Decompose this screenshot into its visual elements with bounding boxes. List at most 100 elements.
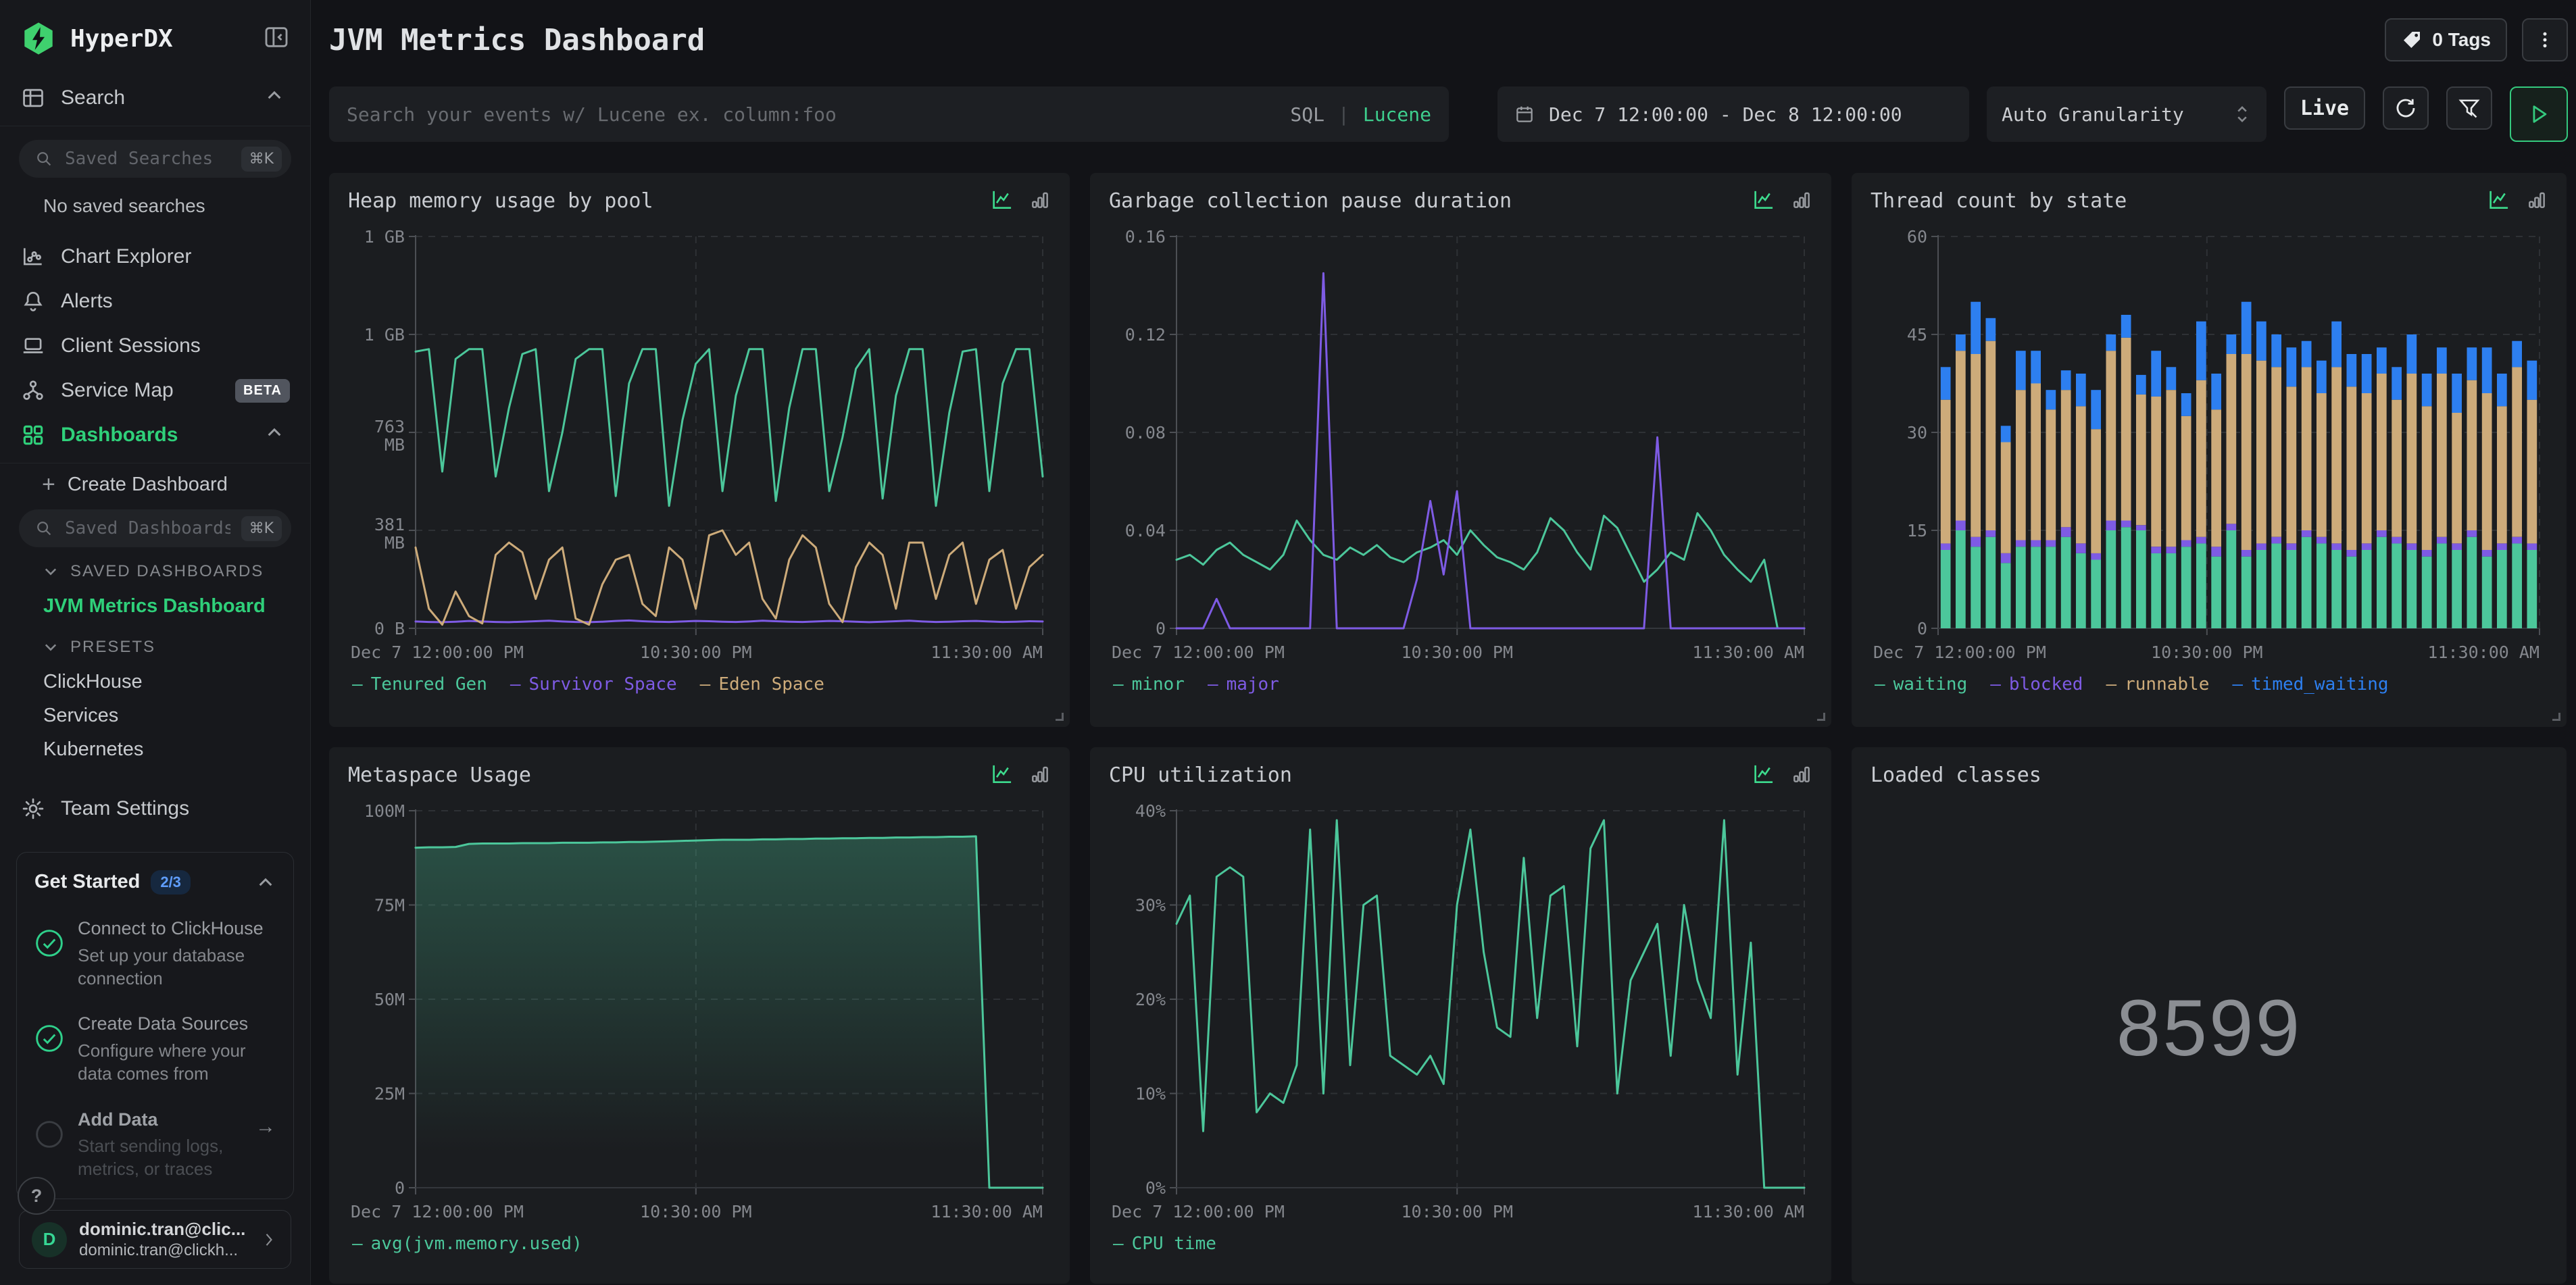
- line-chart-toggle-icon[interactable]: [2487, 189, 2511, 211]
- svg-text:1 GB: 1 GB: [364, 325, 405, 345]
- filter-button[interactable]: [2446, 86, 2492, 130]
- user-menu[interactable]: D dominic.tran@clic... dominic.tran@clic…: [19, 1210, 291, 1269]
- metaspace-chart[interactable]: 100M 75M 50M 25M 0 Dec 7 12:00:00 PM 10:30:00 …: [348, 799, 1051, 1231]
- granularity-select[interactable]: Auto Granularity: [1987, 86, 2267, 142]
- legend-item-major[interactable]: — major: [1207, 674, 1279, 695]
- get-started-item-desc: Set up your database connection: [78, 944, 245, 988]
- chevron-down-icon: [45, 644, 57, 651]
- progress-badge: 2/3: [151, 870, 191, 895]
- sidebar-item-jvm-metrics-dashboard[interactable]: JVM Metrics Dashboard: [43, 595, 266, 617]
- legend-item-blocked[interactable]: — blocked: [1990, 674, 2083, 695]
- saved-dashboards-searchbox[interactable]: ⌘K: [19, 509, 291, 547]
- gc-pause-chart[interactable]: 0.16 0.12 0.08 0.04 0 Dec 7 12:00:00 PM 10:30:…: [1109, 224, 1812, 672]
- help-button[interactable]: ?: [18, 1177, 55, 1215]
- panel-resize-handle[interactable]: [1056, 713, 1064, 721]
- saved-searches-input[interactable]: [65, 149, 230, 169]
- sidebar-item-services[interactable]: Services: [43, 704, 119, 726]
- sidebar-item-alerts[interactable]: Alerts: [0, 279, 310, 324]
- line-chart-toggle-icon[interactable]: [1752, 763, 1776, 785]
- shortcut-badge: ⌘K: [241, 146, 282, 172]
- legend-item-survivor-space[interactable]: — Survivor Space: [510, 674, 677, 695]
- svg-text:75M: 75M: [374, 896, 405, 915]
- panel-resize-handle[interactable]: [1817, 713, 1825, 721]
- line-chart-toggle-icon[interactable]: [990, 189, 1014, 211]
- laptop-icon: [20, 333, 46, 359]
- tag-icon: [2404, 32, 2421, 48]
- event-search-input[interactable]: [347, 103, 1277, 126]
- svg-text:0: 0: [1156, 619, 1166, 638]
- refresh-button[interactable]: [2383, 86, 2429, 130]
- svg-text:30: 30: [1907, 423, 1927, 443]
- presets-header[interactable]: PRESETS: [0, 630, 310, 665]
- sidebar-item-label: Team Settings: [61, 797, 190, 820]
- sidebar-item-search[interactable]: Search: [0, 76, 310, 120]
- panel-gc-pause-duration: Garbage collection pause duration 0.16 0.…: [1090, 173, 1831, 727]
- empty-circle-icon: [36, 1120, 63, 1148]
- sql-mode-toggle[interactable]: SQL: [1290, 103, 1324, 126]
- svg-text:11:30:00 AM: 11:30:00 AM: [2427, 642, 2540, 662]
- tags-button[interactable]: 0 Tags: [2385, 18, 2507, 61]
- get-started-item-connect[interactable]: Connect to ClickHouse Set up your databa…: [34, 917, 276, 990]
- bar-chart-toggle-icon[interactable]: [2526, 189, 2548, 211]
- legend-item-cpu-time[interactable]: — CPU time: [1113, 1234, 1216, 1254]
- create-dashboard-button[interactable]: + Create Dashboard: [0, 463, 310, 505]
- panel-metaspace-usage: Metaspace Usage 100M 75M 50M 25M 0 Dec 7 12:0…: [329, 747, 1070, 1284]
- saved-searches-searchbox[interactable]: ⌘K: [19, 140, 291, 178]
- sidebar-item-clickhouse[interactable]: ClickHouse: [43, 670, 143, 692]
- legend-item-eden-space[interactable]: — Eden Space: [699, 674, 824, 695]
- sidebar-collapse-icon[interactable]: [263, 24, 290, 54]
- panel-heap-memory-usage: Heap memory usage by pool 1 GB 1 GB 763 MB 3…: [329, 173, 1070, 727]
- chart-legend: — minor — major: [1109, 674, 1812, 695]
- sidebar-item-team-settings[interactable]: Team Settings: [0, 786, 310, 831]
- svg-text:100M: 100M: [364, 801, 405, 821]
- heap-memory-chart[interactable]: 1 GB 1 GB 763 MB 381 MB 0 B Dec 7 12:00:00 PM 10…: [348, 224, 1051, 672]
- sidebar-item-kubernetes[interactable]: Kubernetes: [43, 738, 144, 760]
- get-started-item-datasources[interactable]: Create Data Sources Configure where your…: [34, 1013, 276, 1085]
- lucene-mode-toggle[interactable]: Lucene: [1362, 103, 1431, 126]
- chevron-up-icon[interactable]: [255, 872, 276, 892]
- sidebar-item-label: Client Sessions: [61, 334, 201, 357]
- legend-item-timed-waiting[interactable]: — timed_waiting: [2232, 674, 2389, 695]
- live-button[interactable]: Live: [2284, 86, 2365, 130]
- svg-text:20%: 20%: [1135, 990, 1166, 1009]
- legend-item-minor[interactable]: — minor: [1113, 674, 1185, 695]
- sidebar-item-service-map[interactable]: Service Map BETA: [0, 368, 310, 413]
- legend-item-waiting[interactable]: — waiting: [1875, 674, 1968, 695]
- svg-text:0.08: 0.08: [1125, 423, 1166, 443]
- bar-chart-toggle-icon[interactable]: [1791, 763, 1812, 785]
- svg-text:0.12: 0.12: [1125, 325, 1166, 345]
- date-range-picker[interactable]: Dec 7 12:00:00 - Dec 8 12:00:00: [1497, 86, 1969, 142]
- get-started-item-add-data[interactable]: Add Data Start sending logs, metrics, or…: [34, 1109, 276, 1181]
- panel-title: CPU utilization: [1109, 763, 1292, 787]
- legend-item-avg-jvm-memory-used-[interactable]: — avg(jvm.memory.used): [352, 1234, 583, 1254]
- cpu-utilization-chart[interactable]: 40% 30% 20% 10% 0% Dec 7 12:00:00 PM 10:30:00 …: [1109, 799, 1812, 1231]
- bar-chart-toggle-icon[interactable]: [1791, 189, 1812, 211]
- panel-cpu-utilization: CPU utilization 40% 30% 20% 10% 0% Dec 7 12:0…: [1090, 747, 1831, 1284]
- bar-chart-toggle-icon[interactable]: [1029, 763, 1051, 785]
- sidebar-item-dashboards[interactable]: Dashboards: [0, 413, 310, 457]
- chevron-up-icon: [264, 85, 290, 111]
- legend-item-runnable[interactable]: — runnable: [2106, 674, 2210, 695]
- legend-item-tenured-gen[interactable]: — Tenured Gen: [352, 674, 487, 695]
- panel-resize-handle[interactable]: [2552, 713, 2560, 721]
- bar-chart-toggle-icon[interactable]: [1029, 189, 1051, 211]
- saved-dashboards-header[interactable]: SAVED DASHBOARDS: [0, 554, 310, 589]
- sidebar-item-chart-explorer[interactable]: Chart Explorer: [0, 234, 310, 279]
- line-chart-toggle-icon[interactable]: [990, 763, 1014, 785]
- sidebar-item-label: Dashboards: [61, 424, 178, 446]
- panel-title: Heap memory usage by pool: [348, 189, 653, 213]
- saved-dashboards-input[interactable]: [65, 518, 230, 538]
- dashboard-menu-button[interactable]: [2522, 18, 2568, 61]
- svg-text:10:30:00 PM: 10:30:00 PM: [2151, 642, 2263, 662]
- run-query-button[interactable]: [2510, 86, 2568, 142]
- svg-text:0: 0: [1917, 619, 1927, 638]
- panel-thread-count: Thread count by state 60 45 30 15 0 Dec 7 12:…: [1852, 173, 2567, 727]
- svg-text:50M: 50M: [374, 990, 405, 1009]
- sidebar-item-client-sessions[interactable]: Client Sessions: [0, 324, 310, 368]
- arrow-right-icon: →: [255, 1115, 276, 1138]
- filter-edit-icon: [2458, 99, 2480, 118]
- thread-count-chart[interactable]: 60 45 30 15 0 Dec 7 12:00:00 PM 10:30:00 PM 11:…: [1871, 224, 2548, 672]
- svg-text:Dec 7 12:00:00 PM: Dec 7 12:00:00 PM: [1112, 642, 1285, 662]
- brand-name: HyperDX: [70, 24, 173, 53]
- line-chart-toggle-icon[interactable]: [1752, 189, 1776, 211]
